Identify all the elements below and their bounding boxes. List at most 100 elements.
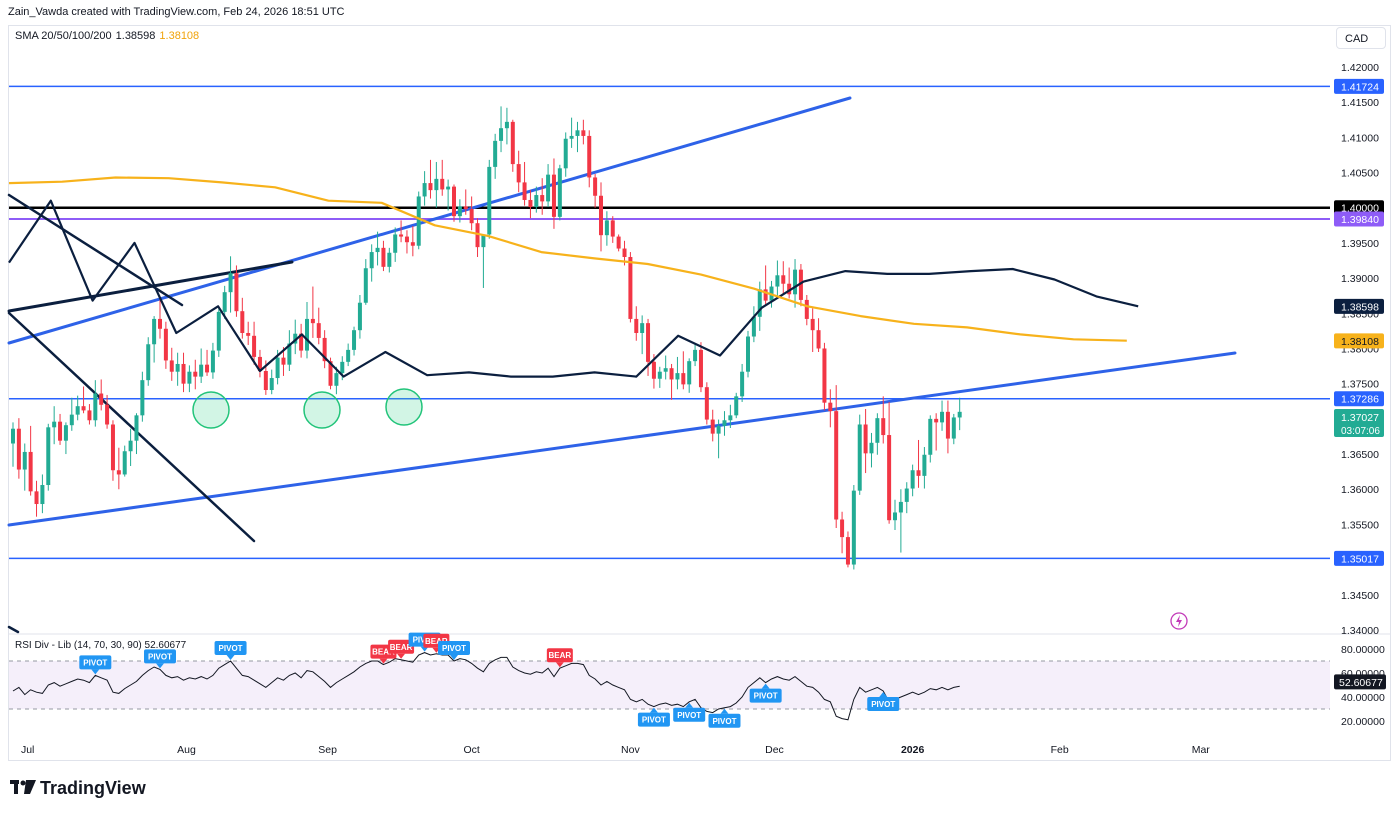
candle-body[interactable] — [634, 318, 639, 333]
candle-body[interactable] — [252, 335, 257, 357]
candle-body[interactable] — [746, 336, 750, 372]
candle-body[interactable] — [46, 427, 51, 486]
pivot-marker[interactable]: PIVOT — [79, 655, 112, 675]
candle-body[interactable] — [116, 470, 121, 475]
candle-body[interactable] — [575, 130, 580, 136]
bear-marker[interactable]: BEAR — [546, 648, 573, 668]
candle-body[interactable] — [810, 318, 815, 331]
candle-body[interactable] — [693, 349, 698, 362]
candle-body[interactable] — [269, 378, 274, 391]
candle-body[interactable] — [734, 396, 739, 416]
candle-body[interactable] — [840, 519, 845, 538]
candle-body[interactable] — [893, 512, 897, 521]
candle-body[interactable] — [740, 371, 745, 397]
candle-body[interactable] — [334, 373, 339, 386]
candle-body[interactable] — [246, 332, 251, 336]
candle-body[interactable] — [346, 349, 351, 362]
candle-body[interactable] — [845, 537, 850, 565]
candle-body[interactable] — [128, 440, 133, 452]
candle-body[interactable] — [387, 252, 392, 267]
candle-body[interactable] — [716, 425, 721, 434]
lightning-icon[interactable] — [1170, 612, 1188, 630]
candle-body[interactable] — [910, 470, 915, 489]
candle-body[interactable] — [610, 220, 615, 237]
candle-body[interactable] — [593, 177, 598, 196]
candle-body[interactable] — [775, 275, 780, 287]
candle-body[interactable] — [904, 488, 909, 502]
candle-body[interactable] — [446, 186, 451, 190]
sma-line[interactable] — [8, 199, 1139, 378]
candle-body[interactable] — [328, 361, 333, 386]
trend-line[interactable] — [7, 351, 1237, 527]
candle-body[interactable] — [869, 442, 874, 454]
bear-marker[interactable]: BEAR — [388, 639, 415, 659]
candle-body[interactable] — [681, 373, 686, 385]
candle-body[interactable] — [69, 414, 74, 426]
candle-body[interactable] — [28, 451, 33, 492]
candle-body[interactable] — [434, 178, 439, 191]
candle-body[interactable] — [457, 206, 462, 217]
candle-body[interactable] — [410, 242, 415, 246]
candle-body[interactable] — [87, 410, 92, 421]
candle-body[interactable] — [463, 206, 468, 210]
candle-body[interactable] — [146, 344, 151, 381]
candle-body[interactable] — [440, 178, 445, 190]
candle-body[interactable] — [469, 209, 474, 224]
candle-body[interactable] — [210, 350, 215, 373]
candle-body[interactable] — [787, 283, 792, 295]
candle-body[interactable] — [293, 333, 298, 344]
candle-body[interactable] — [528, 199, 533, 208]
candle-body[interactable] — [951, 417, 956, 439]
pivot-marker[interactable]: PIVOT — [673, 702, 706, 722]
candle-body[interactable] — [822, 348, 827, 403]
pivot-marker[interactable]: PIVOT — [867, 692, 900, 711]
candle-body[interactable] — [816, 330, 821, 349]
sma-legend[interactable]: SMA 20/50/100/200 1.38598 1.38108 — [15, 30, 199, 42]
candle-body[interactable] — [487, 166, 492, 235]
candle-body[interactable] — [957, 411, 962, 418]
candle-body[interactable] — [804, 299, 809, 319]
currency-button[interactable]: CAD — [1336, 27, 1386, 49]
candle-body[interactable] — [540, 195, 545, 202]
rsi-line[interactable] — [12, 652, 960, 721]
candle-body[interactable] — [546, 174, 551, 202]
candle-body[interactable] — [934, 418, 939, 423]
candle-body[interactable] — [310, 318, 315, 324]
trend-line[interactable] — [7, 311, 256, 543]
pivot-marker[interactable]: PIVOT — [144, 649, 176, 669]
candle-body[interactable] — [657, 371, 662, 379]
rsi-legend[interactable]: RSI Div - Lib (14, 70, 30, 90) 52.60677 — [15, 640, 186, 651]
candle-body[interactable] — [516, 164, 521, 183]
candle-body[interactable] — [493, 140, 498, 167]
candle-body[interactable] — [81, 406, 86, 411]
candle-body[interactable] — [728, 415, 733, 421]
candle-body[interactable] — [381, 247, 386, 267]
candle-body[interactable] — [722, 420, 727, 426]
candle-body[interactable] — [640, 323, 645, 333]
candle-body[interactable] — [646, 323, 651, 362]
candle-body[interactable] — [275, 357, 280, 379]
candle-body[interactable] — [169, 360, 174, 372]
candle-body[interactable] — [34, 491, 39, 505]
candle-body[interactable] — [928, 418, 933, 455]
candle-body[interactable] — [369, 252, 374, 269]
candle-body[interactable] — [134, 415, 139, 441]
candle-body[interactable] — [898, 501, 903, 513]
candle-body[interactable] — [263, 371, 268, 391]
candle-body[interactable] — [199, 364, 204, 377]
candle-body[interactable] — [522, 182, 527, 200]
candle-body[interactable] — [663, 368, 668, 372]
candle-body[interactable] — [22, 451, 27, 470]
sma-line[interactable] — [8, 176, 1127, 342]
candle-body[interactable] — [422, 183, 427, 197]
candle-body[interactable] — [122, 451, 127, 475]
candle-body[interactable] — [352, 330, 357, 350]
candle-body[interactable] — [793, 269, 798, 295]
trend-line[interactable] — [7, 193, 184, 307]
candle-body[interactable] — [222, 292, 227, 312]
candle-body[interactable] — [698, 349, 703, 388]
candle-body[interactable] — [604, 220, 609, 236]
candle-body[interactable] — [798, 269, 803, 300]
candle-body[interactable] — [757, 289, 762, 317]
